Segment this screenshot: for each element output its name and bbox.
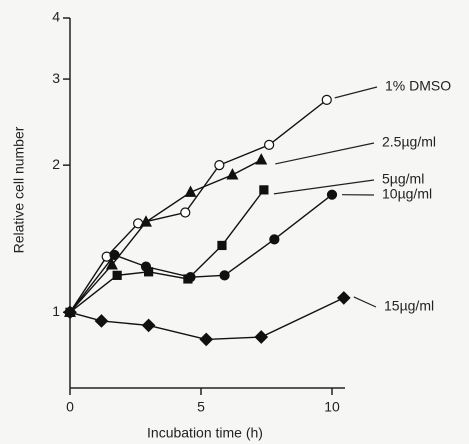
leader-line bbox=[273, 179, 375, 195]
marker bbox=[336, 291, 351, 305]
marker bbox=[259, 185, 269, 195]
leader-line bbox=[275, 142, 375, 165]
marker bbox=[269, 234, 280, 245]
marker bbox=[139, 215, 152, 227]
marker bbox=[63, 305, 77, 320]
series-label: 10µg/ml bbox=[382, 186, 432, 202]
x-tick-label: 5 bbox=[197, 399, 205, 415]
marker bbox=[264, 139, 275, 151]
marker bbox=[141, 318, 156, 333]
x-tick-label: 0 bbox=[66, 399, 74, 415]
x-axis-label: Incubation time (h) bbox=[147, 425, 263, 441]
leader-line bbox=[353, 296, 377, 308]
series-line bbox=[69, 297, 345, 341]
y-tick-label: 2 bbox=[52, 156, 60, 172]
marker bbox=[199, 332, 214, 347]
series-line bbox=[69, 159, 262, 313]
series-line bbox=[69, 99, 328, 313]
series-line bbox=[69, 189, 265, 313]
marker bbox=[112, 270, 122, 280]
marker bbox=[255, 153, 268, 165]
marker bbox=[321, 94, 332, 105]
marker bbox=[140, 261, 152, 272]
leader-line bbox=[334, 86, 378, 99]
marker bbox=[185, 272, 196, 283]
marker bbox=[105, 258, 118, 270]
y-tick-label: 3 bbox=[52, 70, 60, 86]
series-label: 2.5µg/ml bbox=[382, 134, 436, 150]
series-label: 15µg/ml bbox=[384, 298, 434, 314]
marker bbox=[254, 330, 269, 344]
marker bbox=[180, 207, 191, 218]
marker bbox=[226, 168, 239, 180]
marker bbox=[214, 160, 225, 171]
y-axis-label: Relative cell number bbox=[11, 126, 27, 253]
marker bbox=[184, 185, 197, 197]
x-tick-label: 10 bbox=[324, 399, 340, 415]
marker bbox=[109, 249, 120, 261]
series-label: 5µg/ml bbox=[382, 171, 424, 187]
marker bbox=[217, 240, 227, 251]
y-tick-label: 4 bbox=[52, 9, 60, 25]
marker bbox=[219, 270, 230, 281]
y-tick-label: 1 bbox=[52, 303, 60, 319]
marker bbox=[326, 189, 338, 200]
marker bbox=[94, 314, 109, 328]
series-label: 1% DMSO bbox=[385, 78, 451, 94]
